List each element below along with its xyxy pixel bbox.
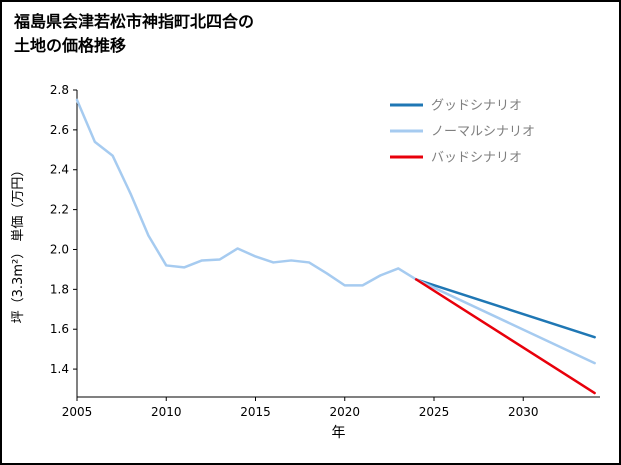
x-tick-label: 2020 bbox=[329, 405, 360, 419]
price-chart: 1.4 1.6 1.8 2.0 2.2 2.4 2.6 2.8 2005 2010 2015 2020… bbox=[2, 77, 619, 463]
x-tick-label: 2025 bbox=[419, 405, 450, 419]
y-tick-label: 2.8 bbox=[50, 83, 69, 97]
x-tick-label: 2030 bbox=[508, 405, 539, 419]
page-title-line2: 土地の価格推移 bbox=[14, 36, 127, 55]
page-title-line1: 福島県会津若松市神指町北四合の bbox=[14, 12, 255, 31]
y-tick-label: 1.8 bbox=[50, 282, 69, 296]
series-line-0 bbox=[75, 98, 418, 287]
y-tick-label: 1.6 bbox=[50, 322, 69, 336]
y-axis-label: 坪（3.3m²） 単価（万円） bbox=[10, 164, 26, 324]
legend-label-1: ノーマルシナリオ bbox=[431, 125, 535, 140]
page-title: 福島県会津若松市神指町北四合の 土地の価格推移 bbox=[14, 10, 254, 58]
y-tick-label: 1.4 bbox=[50, 362, 69, 376]
series-line-2 bbox=[414, 278, 596, 365]
x-tick-label: 2015 bbox=[240, 405, 271, 419]
legend-label-0: グッドシナリオ bbox=[431, 99, 522, 114]
series-line-3 bbox=[414, 278, 596, 395]
x-axis-label: 年 bbox=[332, 425, 346, 441]
x-tick-label: 2005 bbox=[62, 405, 93, 419]
y-tick-label: 2.0 bbox=[50, 242, 69, 256]
y-tick-label: 2.2 bbox=[50, 203, 69, 217]
y-tick-label: 2.6 bbox=[50, 123, 69, 137]
y-tick-label: 2.4 bbox=[50, 163, 69, 177]
chart-canvas: 1.4 1.6 1.8 2.0 2.2 2.4 2.6 2.8 2005 2010 2015 2020… bbox=[10, 83, 600, 441]
series-line-1 bbox=[414, 278, 596, 339]
legend-label-2: バッドシナリオ bbox=[431, 151, 522, 166]
x-tick-label: 2010 bbox=[151, 405, 182, 419]
